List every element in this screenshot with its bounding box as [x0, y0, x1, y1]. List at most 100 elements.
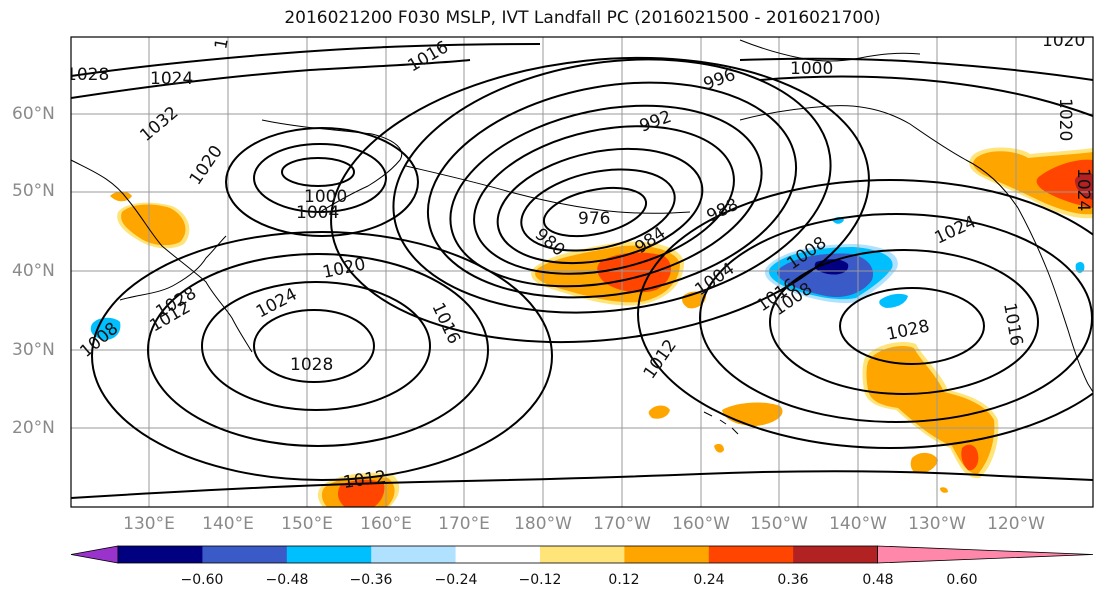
colorbar-tick-label: 0.60 — [946, 572, 978, 588]
lon-label-150e: 150°E — [281, 514, 333, 534]
isobar-kamchatka-low-3 — [225, 127, 419, 237]
colorbar-tick-label: −0.48 — [265, 572, 309, 588]
isobar-high-1024 — [201, 281, 431, 411]
isobar-ne-high-1020 — [699, 213, 1093, 423]
shade-south-red — [338, 479, 385, 507]
colorbar-segment — [455, 546, 541, 563]
colorbar-tick-label: −0.36 — [349, 572, 393, 588]
lat-label-20n: 20°N — [12, 418, 55, 438]
contour-label: 1024 — [150, 69, 193, 89]
lat-label-30n: 30°N — [12, 340, 55, 360]
isobar-ne-high-1024 — [769, 249, 1039, 395]
contour-label: 1004 — [296, 203, 339, 223]
colorbar-tick-label: −0.60 — [180, 572, 224, 588]
lat-label-50n: 50°N — [12, 181, 55, 201]
contour-label: 1000 — [790, 59, 833, 79]
coastlines — [71, 39, 1093, 435]
coast-alaska-north — [739, 39, 921, 62]
map-frame — [70, 36, 1094, 508]
isobar-992 — [449, 104, 763, 288]
colorbar-tick-label: 0.36 — [777, 572, 809, 588]
colorbar-segment — [624, 546, 710, 563]
shade-subtropical-blob2 — [910, 452, 938, 474]
shade-ne-pacific-small — [879, 293, 908, 308]
shade-small-blob-b — [714, 443, 724, 453]
shade-ne-pacific-blue — [777, 253, 874, 298]
isobar-high-1020 — [147, 253, 489, 447]
lon-label-130e: 130°E — [123, 514, 175, 534]
lon-label-120w: 120°W — [987, 514, 1045, 534]
isobar-north-1 — [71, 43, 541, 77]
isobar-north-3 — [739, 57, 1093, 81]
coast-kamchatka — [261, 119, 403, 213]
isobar-1012-south — [71, 470, 1093, 499]
contour-label: 976 — [578, 209, 610, 229]
colorbar-tick-label: 0.12 — [608, 572, 640, 588]
isobar-988 — [473, 125, 735, 275]
graticule — [71, 37, 1093, 507]
colorbar-extend-min — [70, 545, 119, 564]
shade-nw-pacific-small — [110, 191, 132, 202]
coast-alaska — [739, 105, 1019, 209]
isobar-984 — [496, 147, 704, 265]
isobar-976 — [542, 186, 648, 238]
colorbar-segment — [540, 546, 625, 563]
lon-label-180w: 180°W — [514, 514, 572, 534]
shading-layer — [90, 147, 1093, 507]
isobar-kamchatka-low-1 — [281, 157, 355, 187]
coast-north-america — [1017, 207, 1093, 393]
contour-label: 1024 — [1073, 168, 1093, 211]
shade-small-blob-a — [648, 405, 670, 419]
colorbar-tick-label: 0.48 — [862, 572, 894, 588]
colorbar-segment — [793, 546, 879, 563]
shade-interior-blob — [1075, 262, 1085, 273]
lat-label-40n: 40°N — [12, 261, 55, 281]
contour-label: 1000 — [304, 187, 347, 207]
lon-label-140e: 140°E — [202, 514, 254, 534]
lon-label-130w: 130°W — [908, 514, 966, 534]
contour-label: 1028 — [66, 65, 109, 85]
contour-label: 1020 — [1055, 98, 1075, 141]
shade-small-blob-c — [940, 487, 948, 493]
isobar-north-2 — [71, 59, 471, 99]
colorbar — [70, 545, 1094, 564]
lon-label-170e: 170°E — [438, 514, 490, 534]
colorbar-segment — [286, 546, 372, 563]
isobar-high-1028 — [253, 309, 375, 383]
shade-west-coast-red — [1036, 159, 1093, 208]
colorbar-tick-label: −0.24 — [434, 572, 478, 588]
colorbar-frame — [117, 545, 878, 564]
map-area: 1028 1024 1032 1016 1020 1000 1004 996 1… — [66, 31, 1093, 507]
lat-label-60n: 60°N — [12, 104, 55, 124]
isobar-996 — [426, 81, 798, 299]
isobar-north-4 — [759, 75, 1093, 117]
colorbar-segment — [708, 546, 794, 563]
lon-label-150w: 150°W — [750, 514, 808, 534]
isobars — [71, 43, 1093, 499]
colorbar-segment — [371, 546, 457, 563]
isobar-980 — [520, 168, 676, 252]
lon-label-160e: 160°E — [360, 514, 412, 534]
contour-label: 1028 — [290, 355, 333, 375]
map-title: 2016021200 F030 MSLP, IVT Landfall PC (2… — [284, 8, 881, 28]
lon-label-170w: 170°W — [593, 514, 651, 534]
isobar-ne-high-1028 — [839, 287, 985, 365]
lon-label-140w: 140°W — [829, 514, 887, 534]
coast-hawaii — [703, 411, 739, 435]
colorbar-tick-label: 0.24 — [693, 572, 725, 588]
coast-aleutians — [405, 165, 691, 214]
shade-west-coast-dark — [1074, 173, 1093, 200]
isobar-kamchatka-low-2 — [253, 143, 387, 213]
isobar-ne-high-1016 — [637, 179, 1093, 449]
colorbar-tick-label: −0.12 — [518, 572, 562, 588]
isobar-high-1016 — [91, 231, 553, 481]
contour-label: 1020 — [1042, 31, 1085, 51]
isobar-1004 — [330, 56, 870, 344]
colorbar-segment — [118, 546, 203, 563]
colorbar-extend-max — [877, 545, 1094, 564]
shade-subtropical-red — [961, 444, 979, 471]
shade-nw-pacific-mid — [121, 204, 186, 246]
shade-japan-negative — [90, 317, 121, 340]
lon-label-160w: 160°W — [672, 514, 730, 534]
